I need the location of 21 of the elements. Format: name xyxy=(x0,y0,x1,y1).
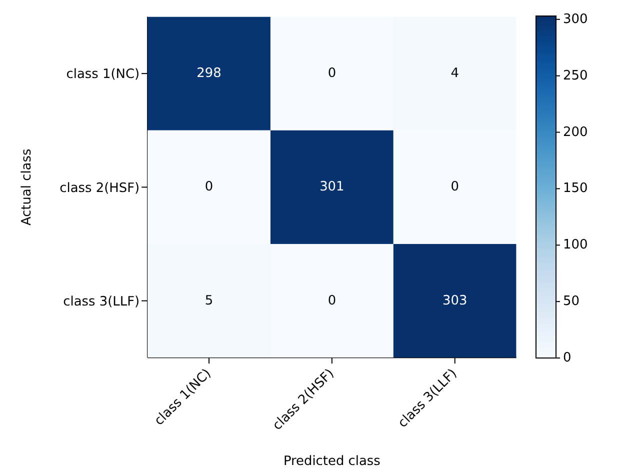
color-bar-label: 50 xyxy=(563,294,580,310)
color-bar-label: 0 xyxy=(563,350,572,366)
color-bar-label: 300 xyxy=(563,12,588,27)
data-label: 0 xyxy=(328,66,336,82)
data-label: 301 xyxy=(320,180,344,195)
y-tick-label: class 2(HSF) xyxy=(60,180,140,196)
color-bar-label: 200 xyxy=(563,124,588,140)
y-axis-title: Actual class xyxy=(20,148,35,226)
data-label: 0 xyxy=(328,293,336,308)
data-label: 298 xyxy=(196,66,222,82)
data-label: 0 xyxy=(204,180,214,195)
color-bar-label: 150 xyxy=(563,181,588,196)
color-bar-label: 250 xyxy=(563,68,588,84)
data-label: 303 xyxy=(442,293,468,308)
y-tick-label: class 1(NC) xyxy=(66,67,140,82)
x-axis-title: Predicted class xyxy=(283,454,381,470)
color-bar-label: 100 xyxy=(563,238,588,253)
data-label: 4 xyxy=(450,66,459,82)
data-label: 0 xyxy=(450,180,459,195)
data-label: 5 xyxy=(204,293,214,308)
y-tick-label: class 3(LLF) xyxy=(63,294,140,310)
